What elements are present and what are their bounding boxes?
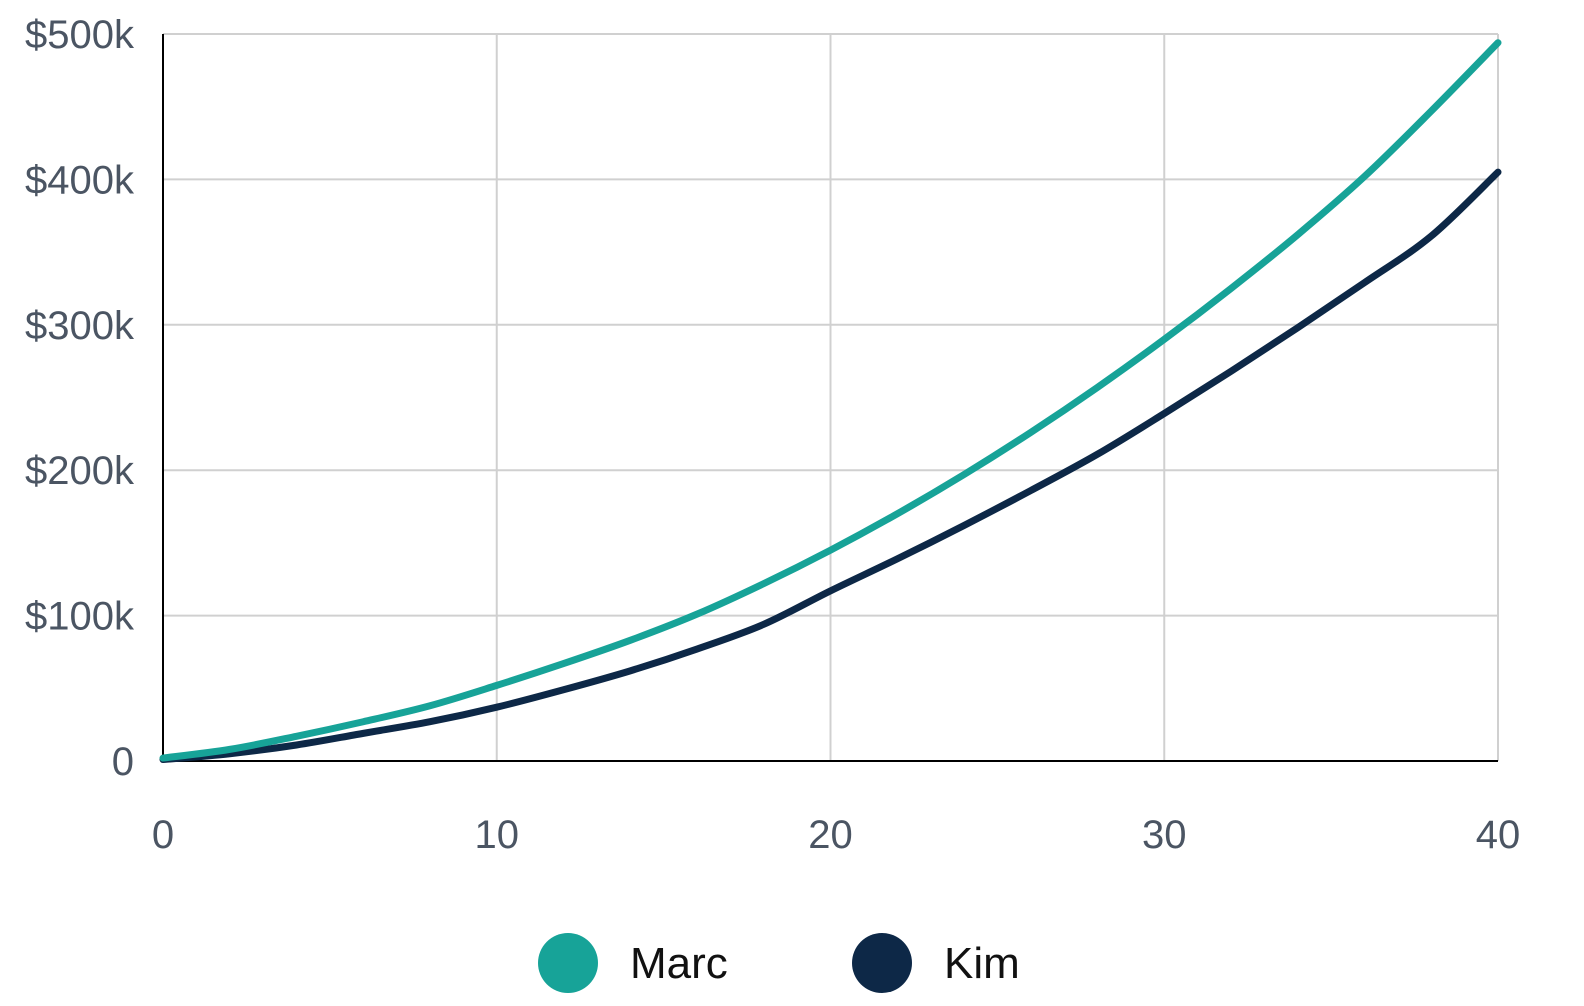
x-tick-label: 30 [1142, 813, 1187, 857]
axis-layer [162, 34, 1498, 762]
y-tick-label: $200k [25, 449, 135, 493]
legend-label-marc: Marc [630, 939, 728, 988]
x-tick-label: 40 [1476, 813, 1521, 857]
series-layer [159, 39, 1502, 764]
y-tick-label: $300k [25, 304, 135, 348]
legend: Marc Kim [538, 933, 1020, 993]
legend-marker-marc [538, 933, 598, 993]
tick-labels: 0 $100k $200k $300k $400k $500k 0 10 20 30 40 [25, 13, 1520, 857]
legend-label-kim: Kim [944, 939, 1020, 988]
y-tick-label: $400k [25, 158, 135, 202]
grid-layer [163, 33, 1499, 761]
series-line-kim [159, 168, 1502, 764]
x-tick-label: 10 [475, 813, 520, 857]
y-tick-label: $100k [25, 595, 135, 639]
y-tick-label: $500k [25, 13, 135, 57]
legend-marker-kim [852, 933, 912, 993]
x-tick-label: 20 [808, 813, 853, 857]
series-line-marc [159, 39, 1502, 762]
y-tick-label: 0 [112, 740, 134, 784]
x-tick-label: 0 [152, 813, 174, 857]
